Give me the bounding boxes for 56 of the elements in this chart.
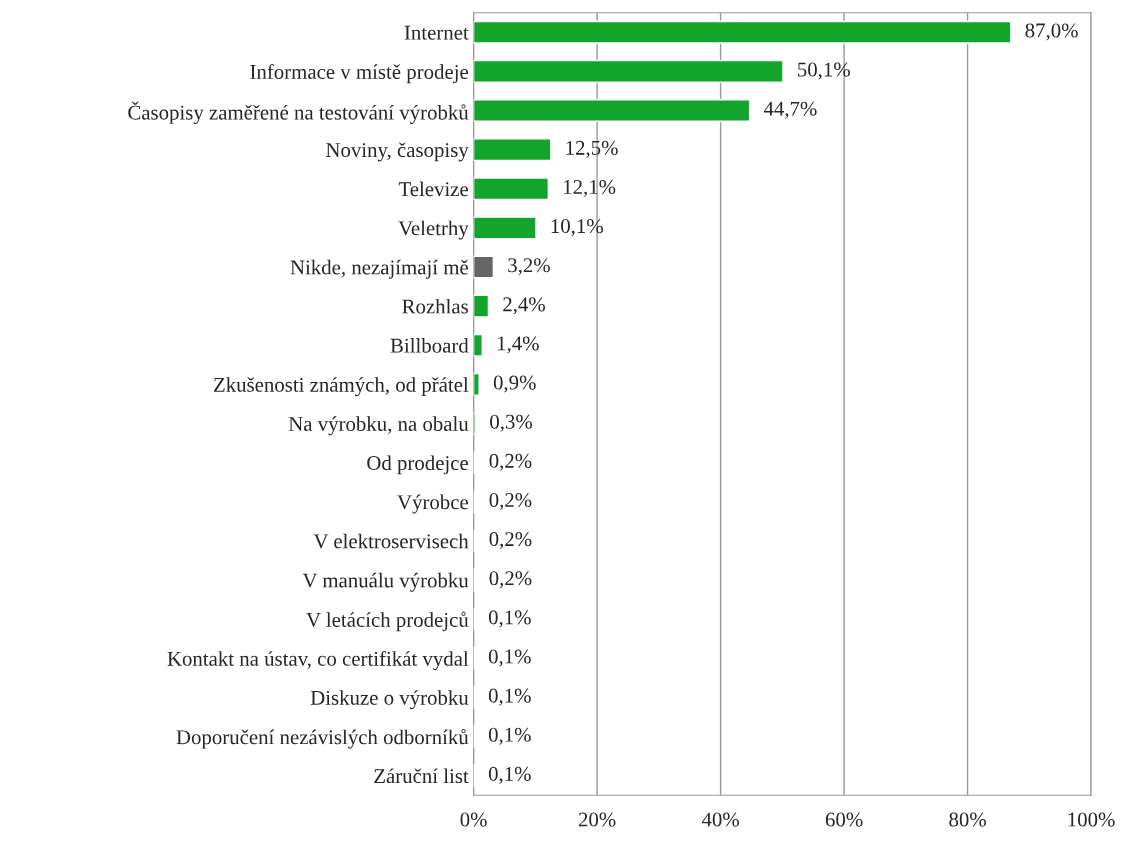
- y-tick-label: Časopisy zaměřené na testování výrobků: [128, 101, 469, 124]
- x-tick-label: 60%: [825, 812, 863, 827]
- bar: [473, 59, 784, 83]
- data-label: 87,0%: [1025, 23, 1078, 41]
- x-tick-label: 40%: [701, 812, 739, 827]
- y-tick-label: Rozhlas: [402, 298, 468, 314]
- data-label: 0,1%: [488, 688, 531, 706]
- data-label: 0,9%: [493, 375, 536, 393]
- bar: [473, 20, 1012, 44]
- data-label: 0,2%: [489, 453, 532, 471]
- y-tick-label: Výrobce: [397, 494, 469, 514]
- y-tick-label: Veletrhy: [398, 220, 469, 240]
- data-label: 12,5%: [566, 140, 618, 158]
- y-tick-label: Kontakt na ústav, co certifikát vydal: [167, 650, 469, 671]
- data-label: 0,3%: [490, 414, 533, 432]
- data-label: 0,1%: [488, 649, 531, 667]
- y-tick-label: Doporučení nezávislých odborníků: [176, 729, 469, 749]
- x-tick-label: 80%: [949, 812, 986, 827]
- y-tick-label: Diskuze o výrobku: [310, 690, 469, 710]
- data-label: 0,2%: [489, 571, 532, 589]
- bar: [473, 294, 490, 318]
- bar: [473, 255, 495, 279]
- data-label: 0,1%: [488, 727, 531, 745]
- data-label: 2,4%: [503, 297, 545, 315]
- bar: [473, 372, 480, 396]
- data-label: 0,2%: [489, 532, 532, 550]
- y-tick-label: Internet: [404, 25, 469, 40]
- x-tick-label: 20%: [578, 812, 616, 827]
- data-label: 0,1%: [488, 610, 531, 628]
- data-label: 44,7%: [763, 101, 817, 119]
- data-label: 1,4%: [497, 336, 539, 354]
- data-label: 0,1%: [488, 766, 531, 784]
- data-label: 3,2%: [508, 258, 550, 276]
- y-tick-label: Noviny, časopisy: [326, 142, 469, 162]
- y-tick-label: Televize: [398, 181, 469, 197]
- data-label: 50,1%: [798, 62, 850, 80]
- y-tick-label: V manuálu výrobku: [302, 572, 469, 592]
- y-tick-label: Billboard: [390, 338, 469, 353]
- y-tick-label: V elektroservisech: [313, 533, 469, 549]
- y-tick-label: Zkušenosti známých, od přátel: [214, 377, 469, 397]
- y-tick-label: V letácích prodejců: [306, 611, 469, 632]
- bar: [473, 216, 537, 240]
- data-label: 10,1%: [551, 219, 603, 237]
- x-tick-label: 0%: [460, 812, 487, 827]
- x-tick-label: 100%: [1068, 812, 1115, 827]
- bar: [473, 177, 550, 201]
- y-tick-label: Informace v místě prodeje: [250, 64, 469, 84]
- data-label: 0,2%: [489, 492, 532, 510]
- y-tick-label: Záruční list: [374, 768, 469, 784]
- bar: [473, 333, 483, 357]
- y-tick-label: Od prodejce: [367, 455, 469, 475]
- bar: [473, 138, 552, 162]
- y-tick-label: Na výrobku, na obalu: [288, 416, 469, 436]
- bar: [473, 99, 751, 122]
- data-label: 12,1%: [564, 179, 616, 197]
- y-tick-label: Nikde, nezajímají mě: [290, 259, 469, 279]
